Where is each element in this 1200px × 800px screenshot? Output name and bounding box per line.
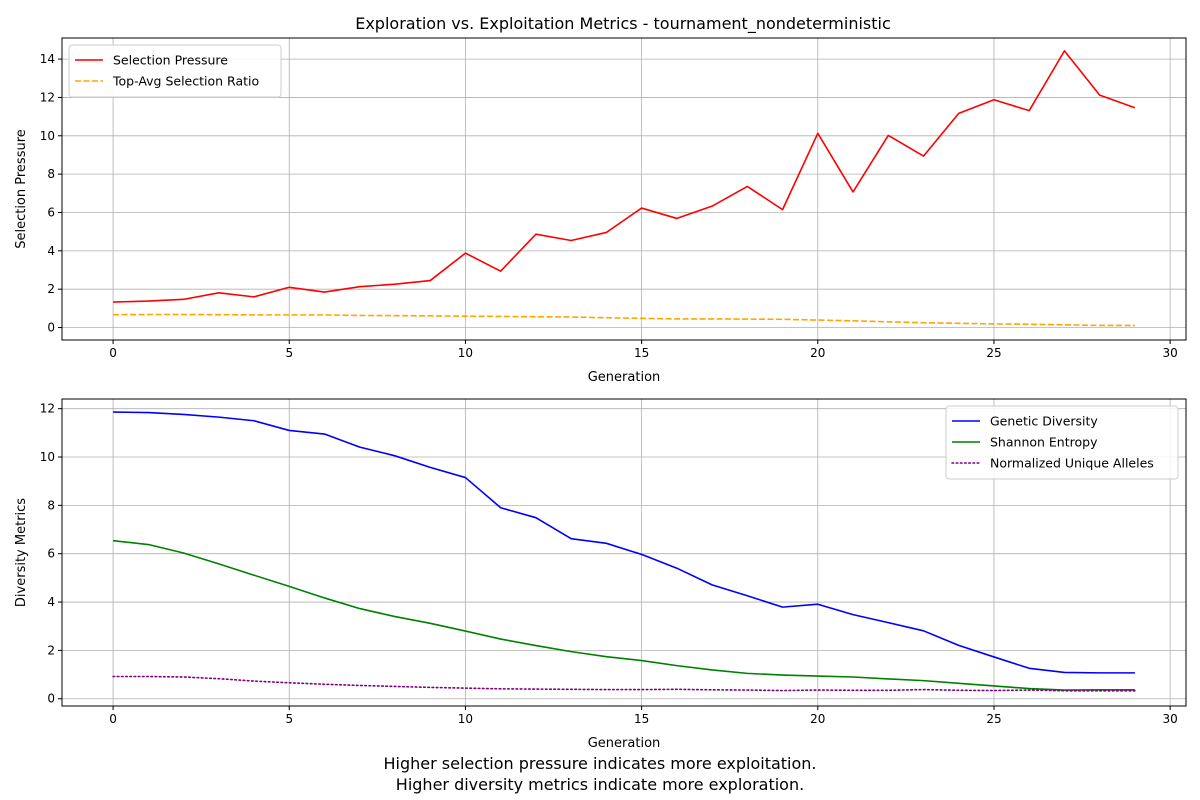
series-line-normalized-unique-alleles: [112, 675, 1136, 692]
y-tick-label: 12: [40, 402, 55, 416]
series-line-shannon-entropy: [113, 539, 1135, 691]
legend-label: Shannon Entropy: [990, 435, 1098, 450]
axes-frame: [61, 37, 1187, 341]
legend: Selection Pressure Top-Avg Selection Rati…: [68, 44, 282, 98]
x-tick-label: 25: [986, 712, 1001, 726]
x-tick-label: 20: [810, 712, 825, 726]
axes-frame: [61, 398, 1187, 707]
y-axis-label: Selection Pressure: [14, 129, 29, 249]
legend-box: [945, 405, 1179, 480]
selection-pressure-plot: 0 5 10 15 20 25 30 0 2 4 6 8 10 12 14 Generation Selecti…: [14, 37, 1187, 385]
caption-line-2: Higher diversity metrics indicate more e…: [395, 775, 805, 794]
x-tick-label: 15: [634, 712, 649, 726]
legend-label: Normalized Unique Alleles: [990, 456, 1154, 471]
x-tick-label: 30: [1163, 712, 1178, 726]
x-tick-label: 20: [810, 346, 825, 360]
y-tick-label: 10: [40, 450, 55, 464]
y-tick-label: 2: [47, 282, 55, 296]
legend-label: Genetic Diversity: [990, 414, 1098, 429]
x-tick-label: 30: [1163, 346, 1178, 360]
x-tick-label: 5: [285, 712, 293, 726]
y-tick-label: 4: [47, 244, 55, 258]
legend-label: Selection Pressure: [113, 53, 228, 68]
y-tick-label: 6: [47, 205, 55, 219]
y-tick-label: 0: [47, 692, 55, 706]
series-line-genetic-diversity: [113, 411, 1135, 674]
x-tick-label: 25: [986, 346, 1001, 360]
legend: Genetic Diversity Shannon Entropy Normaliz…: [945, 405, 1179, 480]
x-tick-label: 5: [285, 346, 293, 360]
chart-title: Exploration vs. Exploitation Metrics - t…: [355, 14, 891, 34]
x-tick-label: 0: [109, 346, 117, 360]
y-tick-label: 2: [47, 643, 55, 657]
series-line-selection-pressure: [113, 50, 1136, 303]
y-tick-label: 4: [47, 595, 55, 609]
legend-box: [68, 44, 282, 98]
x-tick-label: 0: [109, 712, 117, 726]
y-tick-label: 0: [47, 321, 55, 335]
x-tick-label: 15: [634, 346, 649, 360]
x-tick-label: 10: [458, 346, 473, 360]
y-tick-label: 8: [47, 167, 55, 181]
y-tick-label: 10: [40, 129, 55, 143]
legend-label: Top-Avg Selection Ratio: [112, 74, 259, 89]
x-axis-label: Generation: [588, 736, 661, 751]
caption-line-1: Higher selection pressure indicates more…: [383, 754, 817, 773]
series-line-top-avg-selection-ratio: [113, 313, 1135, 327]
x-axis-label: Generation: [588, 370, 661, 385]
y-axis-label: Diversity Metrics: [14, 498, 29, 607]
y-tick-label: 14: [40, 52, 55, 66]
diversity-metrics-plot: 0 5 10 15 20 25 30 0 2 4 6 8 10 12 Generation Diversity…: [14, 398, 1187, 751]
y-tick-label: 8: [47, 498, 55, 512]
y-tick-label: 12: [40, 90, 55, 104]
y-tick-label: 6: [47, 547, 55, 561]
x-tick-label: 10: [458, 712, 473, 726]
